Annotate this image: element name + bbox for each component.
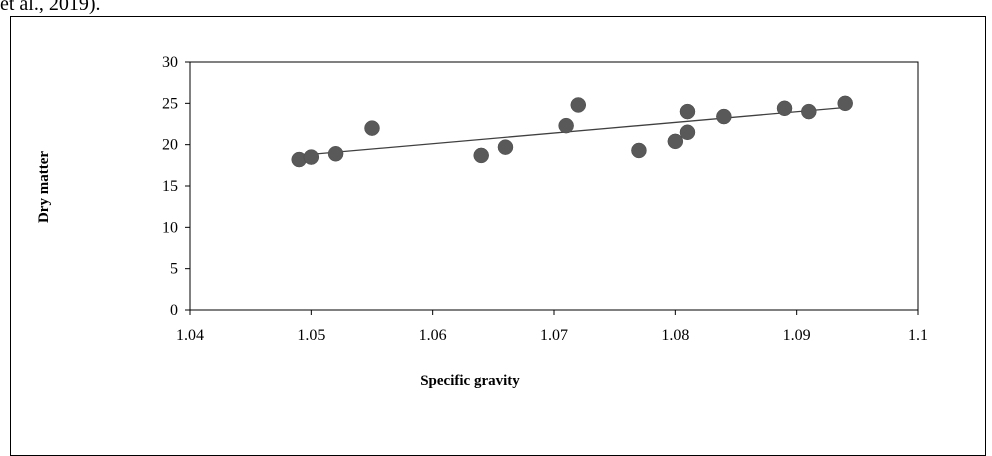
data-point: [497, 139, 514, 155]
data-point: [303, 149, 320, 165]
data-point: [801, 103, 817, 120]
x-tick-label: 1.08: [661, 327, 689, 344]
data-point: [679, 124, 696, 141]
x-tick-label: 1.06: [419, 327, 447, 344]
y-tick-label: 20: [162, 137, 178, 154]
y-tick-label: 0: [170, 302, 178, 319]
y-tick-label: 15: [162, 178, 178, 195]
data-point: [631, 142, 647, 159]
x-axis-title: Specific gravity: [420, 373, 520, 389]
data-point: [364, 120, 380, 136]
data-point: [473, 147, 489, 164]
data-point: [679, 103, 696, 120]
y-tick-label: 5: [170, 261, 178, 278]
x-tick-label: 1.05: [297, 327, 325, 344]
y-axis-title: Dry matter: [36, 151, 52, 223]
data-point: [837, 95, 853, 112]
plot-border: [189, 61, 919, 311]
trendline: [299, 106, 846, 157]
data-point: [570, 97, 587, 113]
top-caption: et al., 2019).: [0, 0, 101, 15]
data-point: [716, 108, 732, 125]
data-point: [558, 117, 574, 134]
x-tick-label: 1.07: [540, 327, 568, 344]
chart-frame: [10, 16, 986, 456]
x-tick-label: 1.09: [783, 327, 811, 344]
y-tick-label: 10: [162, 219, 178, 236]
data-point: [776, 100, 793, 117]
data-point: [667, 133, 684, 150]
y-tick-label: 25: [162, 95, 178, 112]
data-point: [327, 146, 344, 162]
x-tick-label: 1.1: [908, 327, 928, 344]
y-tick-label: 30: [162, 54, 178, 71]
x-tick-label: 1.04: [176, 327, 204, 344]
plot-area: 0 5 10 15 20 25 30 1.04 1.05 1.06 1.07 1.08 1.09 1.1: [162, 54, 928, 344]
